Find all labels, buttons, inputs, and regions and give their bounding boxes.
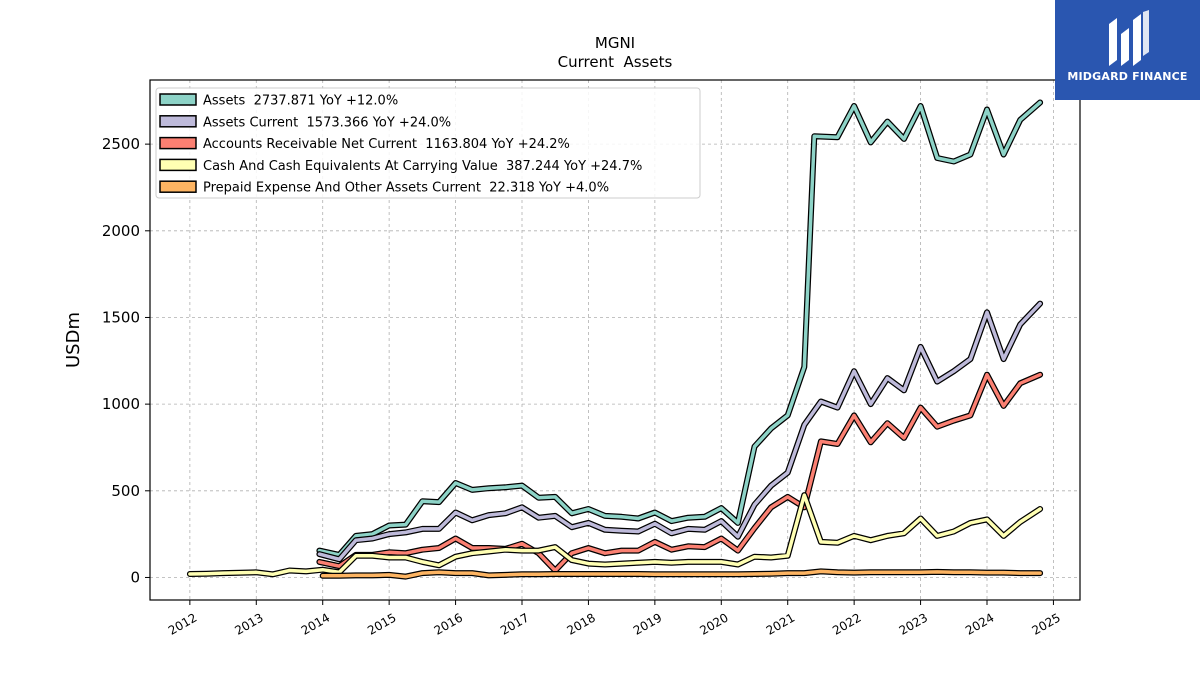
x-tick-label: 2014 bbox=[299, 610, 332, 637]
legend-label-2: Accounts Receivable Net Current 1163.804… bbox=[203, 137, 570, 152]
legend-swatch-4 bbox=[159, 180, 197, 193]
x-tick-label: 2019 bbox=[631, 610, 664, 637]
legend-swatch-1 bbox=[159, 115, 197, 128]
y-tick-label: 1000 bbox=[102, 395, 140, 413]
brand-logo: MIDGARD FINANCE bbox=[1055, 0, 1200, 100]
chart-subtitle: Current Assets bbox=[558, 53, 673, 71]
legend-label-1: Assets Current 1573.366 YoY +24.0% bbox=[203, 115, 451, 130]
series-line-3 bbox=[188, 493, 1042, 577]
chart-title: MGNI bbox=[595, 34, 635, 52]
y-axis-ticks: 0 500 1000 1500 2000 2500 bbox=[102, 135, 150, 586]
x-tick-label: 2025 bbox=[1029, 610, 1062, 637]
y-tick-label: 2500 bbox=[102, 135, 140, 153]
legend-label-4: Prepaid Expense And Other Assets Current… bbox=[203, 181, 609, 196]
y-tick-label: 0 bbox=[130, 568, 140, 586]
legend-box bbox=[155, 87, 701, 199]
legend-label-0: Assets 2737.871 YoY +12.0% bbox=[203, 94, 398, 109]
brand-name: MIDGARD FINANCE bbox=[1067, 70, 1188, 83]
series-line-4 bbox=[320, 569, 1042, 579]
y-tick-label: 500 bbox=[111, 482, 140, 500]
legend-swatch-3 bbox=[159, 158, 197, 172]
legend-swatch-0 bbox=[159, 93, 197, 106]
y-axis-label: USDm bbox=[63, 312, 84, 368]
legend-swatch-2 bbox=[159, 136, 197, 150]
x-axis-ticks: 2012 2013 2014 2015 2016 2017 2018 2019 2020 2021… bbox=[166, 600, 1063, 638]
series-line-1 bbox=[317, 301, 1042, 562]
brand-mark-icon bbox=[1109, 10, 1149, 66]
y-tick-label: 1500 bbox=[102, 308, 140, 326]
x-tick-label: 2012 bbox=[166, 610, 199, 637]
x-tick-label: 2017 bbox=[498, 610, 531, 637]
legend-label-3: Cash And Cash Equivalents At Carrying Va… bbox=[203, 159, 642, 174]
series-line-2 bbox=[317, 372, 1042, 573]
x-tick-label: 2021 bbox=[764, 610, 797, 637]
x-tick-label: 2020 bbox=[697, 610, 730, 637]
x-tick-label: 2022 bbox=[830, 610, 863, 637]
x-tick-label: 2023 bbox=[897, 610, 930, 637]
y-tick-label: 2000 bbox=[102, 222, 140, 240]
x-tick-label: 2016 bbox=[432, 610, 465, 637]
legend: Assets 2737.871 YoY +12.0% Assets Current… bbox=[155, 87, 701, 199]
plot-frame bbox=[149, 79, 1081, 601]
x-tick-label: 2013 bbox=[232, 610, 265, 637]
x-tick-label: 2015 bbox=[365, 610, 398, 637]
x-tick-label: 2024 bbox=[963, 610, 996, 637]
x-tick-label: 2018 bbox=[564, 610, 597, 637]
series-lines bbox=[186, 99, 1044, 580]
series-line-0 bbox=[317, 100, 1042, 557]
